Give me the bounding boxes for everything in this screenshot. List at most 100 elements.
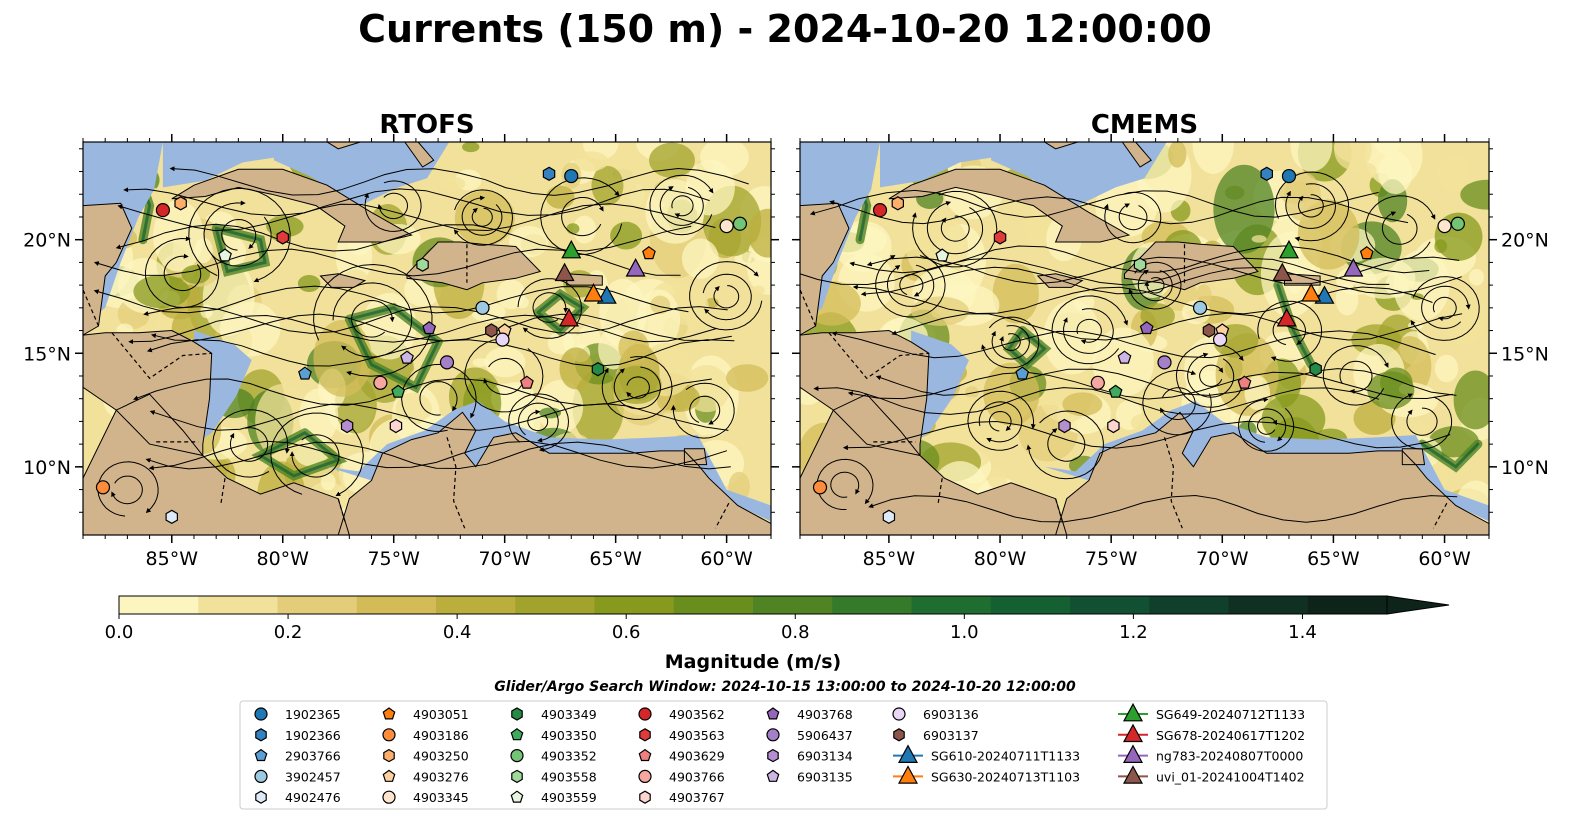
streamline [1256, 416, 1278, 435]
colorbar-segment [753, 596, 833, 614]
magnitude-patch [1043, 300, 1101, 375]
streamline [601, 356, 673, 420]
legend-entry-label: 4903250 [413, 749, 469, 764]
land [83, 142, 212, 456]
streamline [849, 245, 1430, 274]
streamline [111, 475, 143, 505]
colorbar-segment [515, 596, 595, 614]
colorbar-frame [118, 595, 1388, 615]
marker-4903250 [174, 196, 187, 211]
legend-marker [766, 707, 780, 720]
magnitude-patch [566, 223, 580, 235]
magnitude-patch [133, 274, 190, 309]
legend-marker [766, 728, 780, 742]
legend-entry-label: 4903563 [669, 728, 725, 743]
magnitude-patch [1460, 179, 1489, 210]
streamline [93, 248, 681, 277]
land [800, 142, 929, 456]
coastline [800, 142, 930, 457]
streamline [670, 382, 735, 439]
country-border [220, 478, 226, 506]
marker-1902365 [1281, 168, 1297, 184]
streamline [1257, 300, 1323, 362]
legend-entry-label: ng783-20240807T0000 [1156, 749, 1303, 764]
legend-marker [897, 744, 919, 764]
land [684, 448, 707, 465]
streamline [829, 196, 1409, 225]
magnitude-patch [515, 296, 529, 309]
legend-entry-label: 6903137 [923, 728, 979, 743]
marker-4903051 [642, 246, 656, 260]
marker-ng783-20240807t0000 [1343, 258, 1364, 277]
platform-markers [95, 166, 748, 524]
colorbar-tick-label: 0.4 [443, 622, 472, 643]
marker-4902476 [882, 509, 896, 524]
legend-entry-label: 1902365 [285, 707, 341, 722]
legend-marker [254, 707, 268, 721]
streamline [940, 215, 970, 242]
magnitude-patch [181, 264, 211, 284]
magnitude-patch [313, 319, 372, 397]
streamline [540, 177, 623, 255]
legend-frame [239, 700, 1328, 810]
magnitude-patch [649, 142, 695, 178]
marker-6903135 [400, 350, 414, 364]
strong-current-core [536, 292, 585, 333]
coastline [1124, 241, 1259, 291]
marker-4903558 [416, 257, 429, 272]
marker-uvi_01-20241004t1402 [554, 262, 575, 282]
streamline [1187, 352, 1235, 398]
map-frame [799, 141, 1490, 536]
streamline [115, 223, 692, 252]
legend-marker [510, 728, 524, 741]
colorbar-tick-label: 1.0 [950, 622, 979, 643]
map-panel-rtofs: RTOFS 85°W 80°W 75°W 70°W 65°W 60°W 20°N 15°N 10°… [23, 110, 779, 570]
marker-5906437 [1157, 355, 1172, 370]
land [404, 142, 434, 167]
streamline [649, 174, 714, 236]
magnitude-patch [611, 365, 662, 405]
magnitude-patch [1378, 151, 1413, 195]
coastline [326, 142, 361, 150]
legend-marker [255, 790, 267, 804]
magnitude-patch [726, 364, 769, 392]
streamline [123, 187, 710, 217]
x-tick-label: 80°W [257, 548, 310, 570]
coastline [83, 142, 133, 336]
marker-4903558 [1133, 257, 1147, 272]
legend-marker [1122, 723, 1144, 743]
magnitude-patch [1335, 283, 1359, 316]
streamline [842, 420, 1451, 451]
streamline [561, 197, 604, 237]
shallow-water [162, 142, 288, 188]
magnitude-patch [572, 215, 597, 244]
legend-marker [382, 769, 396, 782]
streamline [613, 366, 662, 410]
shallow-water [273, 142, 450, 206]
streamline [831, 330, 1436, 359]
figure-title: Currents (150 m) - 2024-10-20 12:00:00 [358, 7, 1212, 51]
magnitude-patch [1290, 142, 1333, 172]
streamline [150, 313, 732, 342]
legend-marker [639, 790, 651, 804]
streamline [926, 200, 984, 255]
colorbar-segment [832, 596, 912, 614]
colorbar-segment [277, 596, 358, 614]
streamline [1026, 410, 1104, 480]
magnitude-patch [1352, 257, 1416, 299]
legend-entry-label: 4903350 [541, 728, 597, 743]
coastline [83, 142, 213, 457]
colorbar-segment [1228, 596, 1309, 614]
coastline [319, 273, 367, 288]
streamline [289, 434, 340, 478]
streamline [1137, 269, 1173, 302]
map-panel-cmems: CMEMS 85°W 80°W 75°W 70°W 65°W 60°W 20°N 15°N 10°… [792, 110, 1549, 570]
legend-entry-label: SG649-20240712T1133 [1156, 707, 1305, 722]
streamline [532, 292, 569, 323]
colorbar-segment [356, 596, 437, 614]
magnitude-patch [536, 380, 584, 434]
x-tick-label: 85°W [146, 548, 199, 570]
streamline [351, 299, 395, 338]
legend-entry-label: SG610-20240711T1133 [931, 749, 1080, 764]
